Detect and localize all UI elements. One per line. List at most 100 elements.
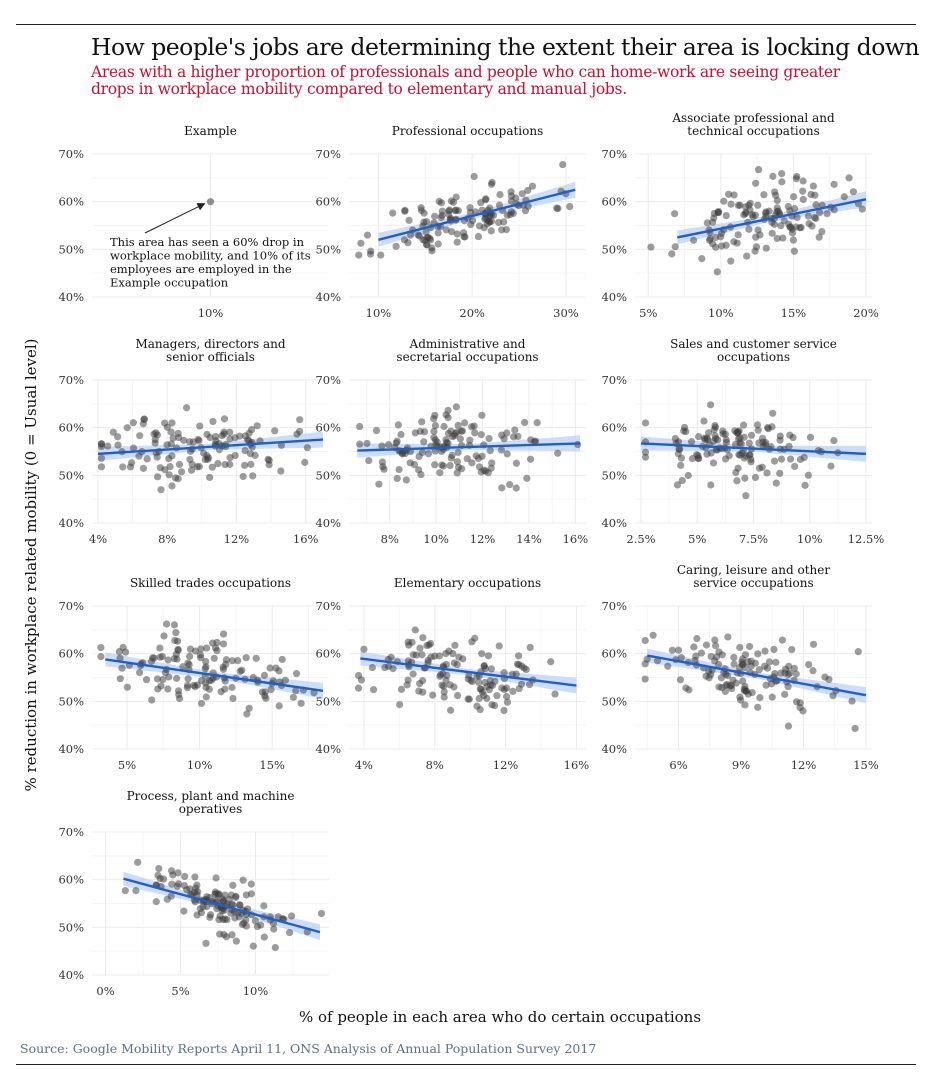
- data-point: [749, 213, 757, 221]
- data-point: [784, 683, 792, 691]
- x-tick-label: 7.5%: [739, 532, 768, 546]
- data-point: [769, 172, 777, 180]
- data-point: [742, 492, 750, 500]
- data-point: [495, 218, 503, 227]
- data-point: [786, 669, 794, 677]
- data-point: [649, 631, 657, 639]
- data-point: [161, 419, 169, 427]
- data-point: [791, 462, 799, 471]
- x-tick-label: 5%: [118, 758, 136, 772]
- data-point: [457, 427, 465, 435]
- data-point: [785, 442, 793, 450]
- data-point: [690, 236, 698, 244]
- data-point: [226, 428, 234, 436]
- x-tick-label: 16%: [564, 758, 590, 772]
- data-point: [809, 667, 817, 675]
- data-point: [161, 466, 169, 474]
- data-point: [220, 428, 228, 436]
- x-tick-label: 8%: [158, 532, 176, 546]
- data-point: [799, 195, 807, 204]
- data-point: [197, 654, 205, 662]
- data-point: [805, 660, 813, 669]
- x-tick-label: 12%: [791, 758, 817, 772]
- data-point: [355, 251, 363, 259]
- data-point: [181, 872, 189, 881]
- data-point: [475, 694, 483, 703]
- x-tick-label: 8%: [381, 532, 399, 546]
- data-point: [202, 657, 210, 666]
- data-point: [754, 426, 762, 434]
- x-tick-label: 5%: [688, 532, 706, 546]
- x-axis-label: % of people in each area who do certain …: [298, 1008, 702, 1026]
- data-point: [770, 457, 779, 465]
- data-point: [155, 864, 163, 873]
- data-point: [792, 175, 800, 183]
- data-point: [778, 170, 786, 178]
- data-point: [168, 419, 176, 427]
- data-point: [158, 652, 166, 661]
- data-point: [109, 428, 117, 436]
- data-point: [202, 663, 210, 671]
- data-point: [733, 477, 741, 485]
- data-point: [566, 202, 574, 211]
- data-point: [420, 209, 428, 217]
- data-point: [223, 916, 231, 924]
- data-point: [518, 190, 526, 198]
- data-point: [193, 881, 201, 889]
- data-point: [186, 645, 195, 653]
- y-tick-label: 70%: [601, 373, 627, 387]
- panel-title: Process, plant and machine: [127, 789, 295, 803]
- annotation-text: This area has seen a 60% drop in: [110, 235, 305, 249]
- data-point: [213, 647, 221, 655]
- data-point: [424, 659, 432, 667]
- data-point: [471, 429, 479, 437]
- data-point: [720, 197, 728, 205]
- data-point: [378, 442, 386, 450]
- data-point: [420, 438, 428, 446]
- data-point: [717, 674, 725, 682]
- data-point: [396, 700, 404, 709]
- data-point: [395, 465, 403, 474]
- source-note: Source: Google Mobility Reports April 11…: [20, 1041, 597, 1056]
- data-point: [266, 664, 274, 672]
- data-point: [755, 439, 763, 447]
- data-point: [278, 655, 286, 664]
- data-point: [253, 922, 262, 931]
- data-point: [799, 187, 807, 195]
- data-point: [680, 423, 689, 432]
- data-point: [475, 222, 484, 230]
- panel-9: 40% 50% 60% 70% 0% 5% 10% Process, plant and ma…: [58, 789, 329, 998]
- data-point: [765, 658, 773, 666]
- panel-title: senior officials: [166, 350, 255, 364]
- data-point: [196, 422, 204, 430]
- x-tick-label: 16%: [293, 532, 319, 546]
- data-point: [360, 645, 368, 653]
- data-point: [734, 428, 742, 436]
- data-point: [809, 182, 817, 190]
- panel-title: Sales and customer service: [670, 337, 837, 351]
- data-point: [269, 919, 278, 928]
- data-point: [197, 699, 206, 708]
- data-point: [486, 446, 494, 455]
- data-point: [447, 706, 455, 714]
- data-point: [752, 243, 761, 251]
- data-point: [707, 481, 715, 489]
- data-point: [776, 432, 784, 440]
- data-point: [365, 456, 373, 465]
- y-tick-label: 70%: [315, 599, 341, 613]
- data-point: [741, 687, 749, 695]
- data-point: [204, 455, 212, 463]
- panel-title: Managers, directors and: [135, 337, 285, 351]
- panel-7: 40% 50% 60% 70% 4% 8% 12% 16% Elementary occupat…: [315, 576, 589, 772]
- y-tick-label: 50%: [315, 242, 341, 256]
- data-point: [641, 675, 649, 683]
- y-tick-label: 70%: [315, 373, 341, 387]
- data-point: [792, 698, 801, 706]
- data-point: [438, 681, 446, 689]
- data-point: [132, 887, 140, 895]
- data-point: [123, 424, 131, 432]
- data-point: [206, 433, 214, 442]
- data-point: [247, 880, 255, 888]
- data-point: [97, 454, 106, 462]
- data-point: [730, 660, 738, 668]
